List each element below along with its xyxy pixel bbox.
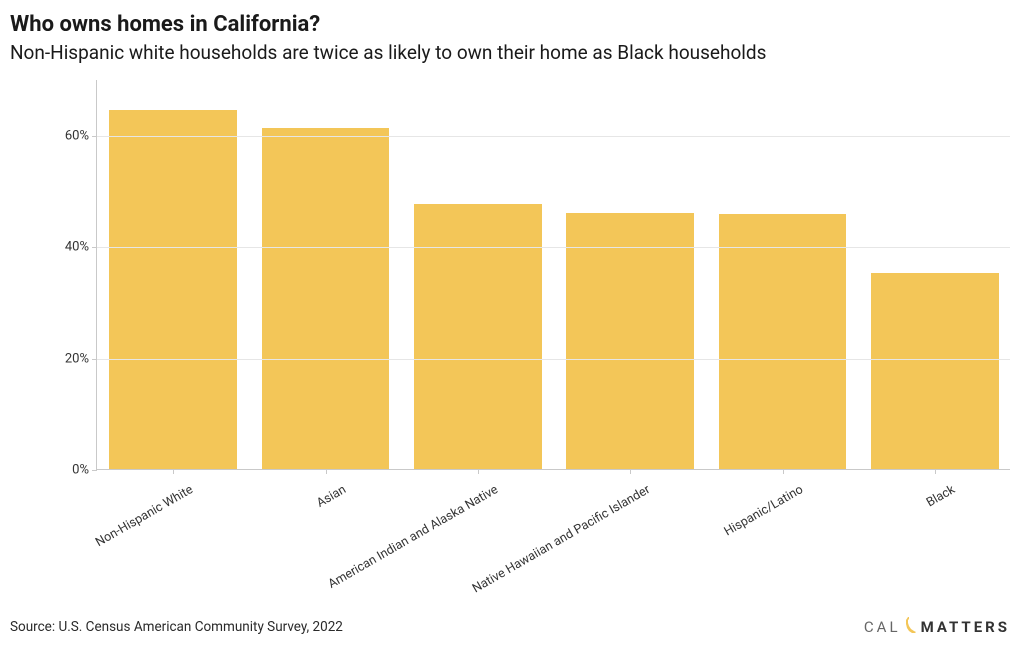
chart-subtitle: Non-Hispanic white households are twice … [10,41,1010,64]
bar [566,213,694,469]
x-tick [173,469,174,474]
source-text: Source: U.S. Census American Community S… [10,619,343,635]
x-tick [935,469,936,474]
bars-layer [97,80,1010,469]
bar [871,273,999,469]
x-tick [783,469,784,474]
chart-title: Who owns homes in California? [10,12,1010,37]
chart-footer: Source: U.S. Census American Community S… [10,616,1010,638]
publisher-logo: CAL MATTERS [864,616,1010,638]
x-tick [326,469,327,474]
x-axis-label: American Indian and Alaska Native [486,469,502,495]
grid-line [97,247,1010,248]
grid-line [97,136,1010,137]
logo-matters-text: MATTERS [921,618,1010,636]
bar [414,204,542,469]
grid-line [97,359,1010,360]
x-axis-label: Black [943,469,959,495]
y-axis-label: 0% [72,463,97,478]
chart-container: 0% 20% 40% 60% Non-Hispanic White Asian Americ… [10,76,1010,576]
x-axis-label: Non-Hispanic White [181,469,197,495]
bar [719,214,847,469]
x-axis-label: Hispanic/Latino [791,469,807,495]
bar [109,110,237,469]
logo-cal-text: CAL [864,618,901,636]
y-axis-label: 60% [65,128,97,143]
plot-area: 0%20%40%60%Non-Hispanic WhiteAsianAmeric… [96,80,1010,470]
x-tick [478,469,479,474]
bar [262,128,390,469]
y-axis-label: 20% [65,351,97,366]
x-tick [630,469,631,474]
y-axis-label: 40% [65,240,97,255]
x-axis-label: Native Hawaiian and Pacific Islander [638,469,654,495]
x-axis-label: Asian [334,469,350,495]
california-icon [904,616,918,638]
